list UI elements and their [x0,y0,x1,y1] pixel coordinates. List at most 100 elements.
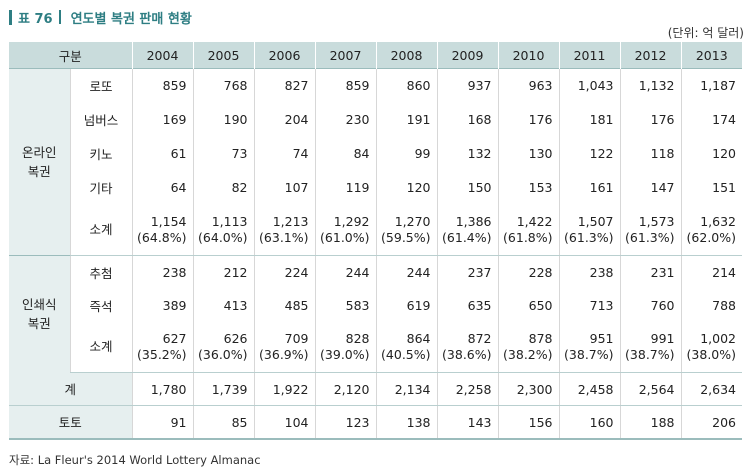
value-cell: 389 [131,289,194,322]
value-cell: 650 [497,289,560,322]
group-label-line: 복권 [27,316,51,332]
value-cell: 244 [375,255,438,289]
value-cell: 176 [497,102,560,136]
row-label: 키노 [69,136,133,170]
share-percent: (64.8%) [137,230,187,245]
table-row: 즉석 389 413 485 583 619 635 650 713 760 788 [9,289,743,322]
share-percent: (62.0%) [686,230,737,245]
value-cell: 224 [253,255,316,289]
value-cell: 119 [314,170,377,205]
table-title-text: 연도별 복권 판매 현황 [70,11,192,27]
value-cell: 118 [619,136,682,170]
title-separator-mark [58,10,61,24]
value-cell: 1,113 (64.0%) [192,205,255,256]
value-cell: 635 [436,289,499,322]
value-cell: 626 (36.0%) [192,322,255,373]
value-cell: 760 [619,289,682,322]
value-cell: 583 [314,289,377,322]
value-text: 951 [589,331,614,346]
value-text: 872 [467,331,492,346]
value-cell: 120 [680,136,743,170]
share-percent: (59.5%) [381,230,431,245]
value-cell: 161 [558,170,621,205]
value-cell: 104 [253,405,316,440]
value-cell: 2,134 [375,372,438,406]
share-percent: (36.0%) [198,347,248,362]
share-percent: (61.8%) [503,230,553,245]
group-label-line: 온라인 [21,145,57,160]
row-label: 소계 [69,205,133,256]
value-cell: 64 [131,170,194,205]
value-cell: 709 (36.9%) [253,322,316,373]
share-percent: (40.5%) [381,347,431,362]
value-cell: 190 [192,102,255,136]
value-cell: 84 [314,136,377,170]
share-percent: (61.0%) [320,230,370,245]
table-title: 표 76 연도별 복권 판매 현황 [9,6,192,28]
value-text: 1,573 [638,214,675,229]
value-cell: 788 [680,289,743,322]
value-cell: 1,292 (61.0%) [314,205,377,256]
table-number: 표 76 [18,11,53,27]
value-cell: 827 [253,68,316,102]
header-year: 2011 [558,42,621,69]
value-cell: 168 [436,102,499,136]
share-percent: (64.0%) [198,230,248,245]
value-cell: 231 [619,255,682,289]
header-row: 구분 2004 2005 2006 2007 2008 2009 2010 2011 2012 2… [9,42,743,69]
value-cell: 143 [436,405,499,440]
value-cell: 191 [375,102,438,136]
value-cell: 619 [375,289,438,322]
value-cell: 859 [314,68,377,102]
group-label-line: 복권 [27,164,51,179]
value-cell: 228 [497,255,560,289]
value-cell: 1,422 (61.8%) [497,205,560,256]
share-percent: (35.2%) [137,347,187,362]
table-row: 키노 61 73 74 84 99 132 130 122 118 120 [9,136,743,170]
value-cell: 212 [192,255,255,289]
value-cell: 99 [375,136,438,170]
share-percent: (38.0%) [686,347,737,362]
value-cell: 174 [680,102,743,136]
value-text: 991 [650,331,675,346]
group-label-line: 인쇄식 [21,297,57,313]
header-category: 구분 [9,42,133,69]
header-year: 2005 [192,42,255,69]
value-cell: 82 [192,170,255,205]
title-bar-mark [9,9,12,25]
value-cell: 237 [436,255,499,289]
value-cell: 1,132 [619,68,682,102]
value-cell: 2,564 [619,372,682,406]
value-cell: 61 [131,136,194,170]
value-cell: 151 [680,170,743,205]
table-row: 인쇄식 복권 추첨 238 212 224 244 244 237 228 238 231 214 [9,255,743,373]
value-cell: 85 [192,405,255,440]
header-year: 2009 [436,42,499,69]
value-cell: 1,043 [558,68,621,102]
source-note: 자료: La Fleur's 2014 World Lottery Almana… [9,453,261,467]
value-text: 828 [345,331,370,346]
value-cell: 204 [253,102,316,136]
row-label: 기타 [69,170,133,205]
value-cell: 150 [436,170,499,205]
value-cell: 230 [314,102,377,136]
value-cell: 238 [131,255,194,289]
value-cell: 1,507 (61.3%) [558,205,621,256]
value-cell: 160 [558,405,621,440]
value-cell: 120 [375,170,438,205]
row-label: 소계 [69,322,133,373]
value-cell: 2,458 [558,372,621,406]
share-percent: (61.4%) [442,230,492,245]
value-cell: 2,258 [436,372,499,406]
value-cell: 74 [253,136,316,170]
value-cell: 91 [131,405,194,440]
value-cell: 169 [131,102,194,136]
value-cell: 130 [497,136,560,170]
value-cell: 1,922 [253,372,316,406]
value-text: 1,113 [211,214,248,229]
share-percent: (63.1%) [259,230,309,245]
row-label: 로또 [69,68,133,102]
subtotal-row: 소계 1,154 (64.8%) 1,113 (64.0%) 1,213 (63.1%) 1,… [9,205,743,256]
